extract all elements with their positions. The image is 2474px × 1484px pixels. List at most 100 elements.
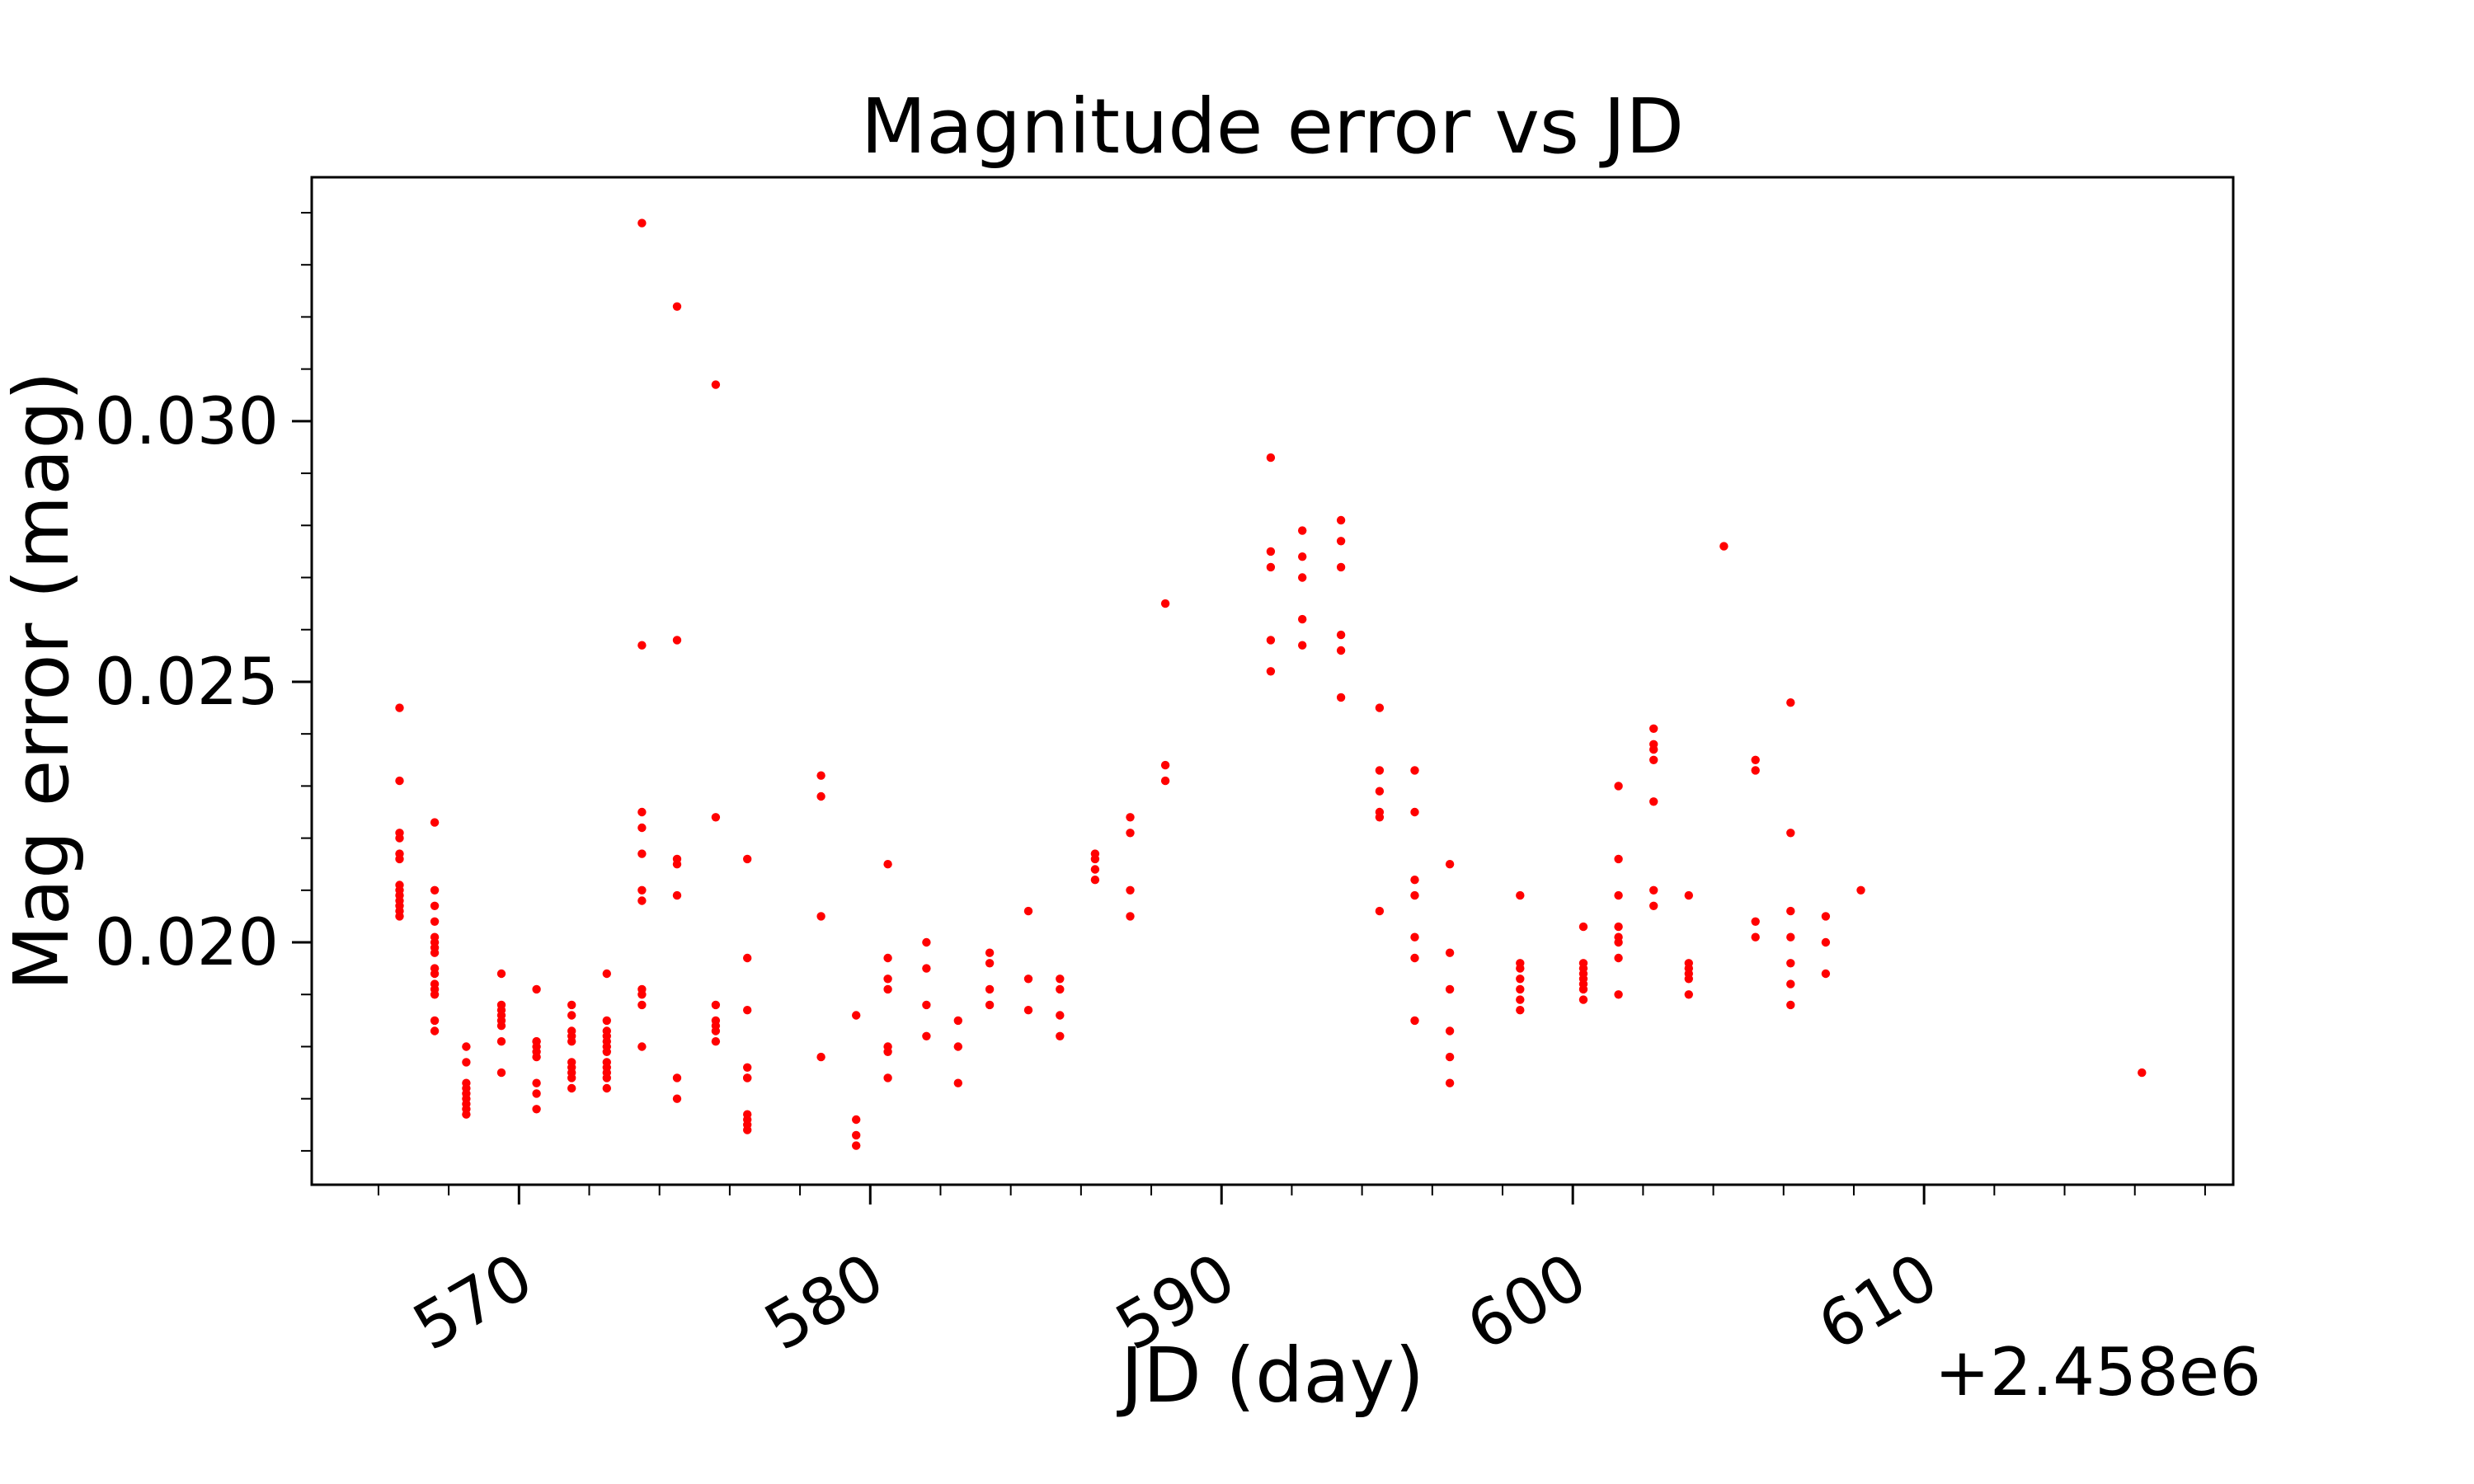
data-point — [1375, 906, 1385, 916]
data-point — [532, 1078, 541, 1087]
data-point — [430, 990, 440, 999]
data-point — [602, 969, 611, 979]
data-point — [395, 834, 404, 843]
data-point — [1786, 959, 1795, 968]
data-point — [637, 1000, 647, 1010]
data-point — [743, 953, 752, 963]
data-point — [1298, 614, 1307, 624]
y-tick-label: 0.025 — [95, 646, 279, 720]
data-point — [816, 791, 825, 801]
data-point — [852, 1115, 861, 1125]
data-point — [532, 1052, 541, 1062]
data-point — [1786, 829, 1795, 838]
chart-title: Magnitude error vs JD — [861, 82, 1684, 171]
data-point — [637, 641, 647, 650]
data-point — [637, 896, 647, 905]
data-point — [816, 771, 825, 780]
data-point — [1410, 1016, 1419, 1026]
data-point — [1410, 876, 1419, 885]
data-point — [602, 1016, 611, 1026]
data-point — [1614, 854, 1623, 864]
data-point — [1126, 829, 1135, 838]
data-point — [637, 1042, 647, 1051]
data-point — [430, 917, 440, 927]
data-point — [637, 807, 647, 817]
data-point — [672, 860, 682, 869]
data-point — [743, 854, 752, 864]
data-point — [430, 1016, 440, 1026]
data-point — [1821, 937, 1831, 947]
data-point — [1126, 912, 1135, 921]
data-point — [1336, 537, 1346, 546]
data-point — [1336, 515, 1346, 525]
data-point — [1684, 974, 1693, 984]
data-point — [637, 849, 647, 858]
data-point — [743, 1125, 752, 1134]
data-point — [672, 890, 682, 900]
data-point — [1516, 964, 1525, 973]
data-point — [1056, 1031, 1065, 1041]
data-point — [1266, 547, 1276, 556]
data-point — [1336, 630, 1346, 640]
data-point — [1023, 906, 1033, 916]
data-point — [1090, 865, 1100, 874]
data-point — [567, 1037, 576, 1046]
data-point — [953, 1078, 963, 1087]
x-tick-label: 580 — [753, 1240, 896, 1365]
data-point — [922, 937, 931, 947]
data-point — [1649, 885, 1658, 895]
data-point — [852, 1130, 861, 1140]
data-point — [711, 380, 721, 389]
data-point — [1126, 813, 1135, 822]
data-point — [1786, 1000, 1795, 1010]
data-point — [395, 854, 404, 864]
data-point — [602, 1047, 611, 1057]
data-point — [1056, 974, 1065, 984]
data-point — [1684, 890, 1693, 900]
data-point — [1649, 724, 1658, 733]
data-point — [430, 885, 440, 895]
data-point — [462, 1058, 471, 1067]
data-point — [1445, 1078, 1455, 1087]
data-point — [637, 823, 647, 833]
data-point — [532, 1089, 541, 1098]
data-point — [1266, 636, 1276, 645]
data-point — [816, 1052, 825, 1062]
data-point — [637, 218, 647, 228]
data-point — [953, 1016, 963, 1026]
data-point — [430, 948, 440, 957]
data-point — [1445, 860, 1455, 869]
data-point — [567, 1083, 576, 1093]
data-point — [852, 1141, 861, 1150]
data-point — [1578, 922, 1588, 932]
data-point — [1614, 953, 1623, 963]
data-point — [1023, 974, 1033, 984]
data-point — [1266, 667, 1276, 676]
data-point — [1126, 885, 1135, 895]
data-point — [711, 1026, 721, 1036]
data-point — [743, 1073, 752, 1082]
data-point — [883, 860, 892, 869]
data-point — [1649, 797, 1658, 806]
data-point — [883, 984, 892, 994]
data-point — [883, 1047, 892, 1057]
data-point — [1516, 995, 1525, 1004]
data-point — [2138, 1068, 2147, 1078]
data-point — [496, 1037, 506, 1046]
data-point — [1786, 979, 1795, 989]
data-point — [1410, 953, 1419, 963]
y-tick-label: 0.030 — [95, 385, 279, 459]
data-point — [672, 1094, 682, 1103]
data-point — [637, 885, 647, 895]
data-point — [532, 984, 541, 994]
data-point — [1614, 990, 1623, 999]
data-point — [1856, 885, 1865, 895]
data-point — [637, 990, 647, 999]
data-point — [1516, 890, 1525, 900]
data-point — [430, 818, 440, 827]
data-point — [1445, 984, 1455, 994]
data-point — [672, 1073, 682, 1082]
data-point — [395, 703, 404, 712]
data-point — [1786, 906, 1795, 916]
